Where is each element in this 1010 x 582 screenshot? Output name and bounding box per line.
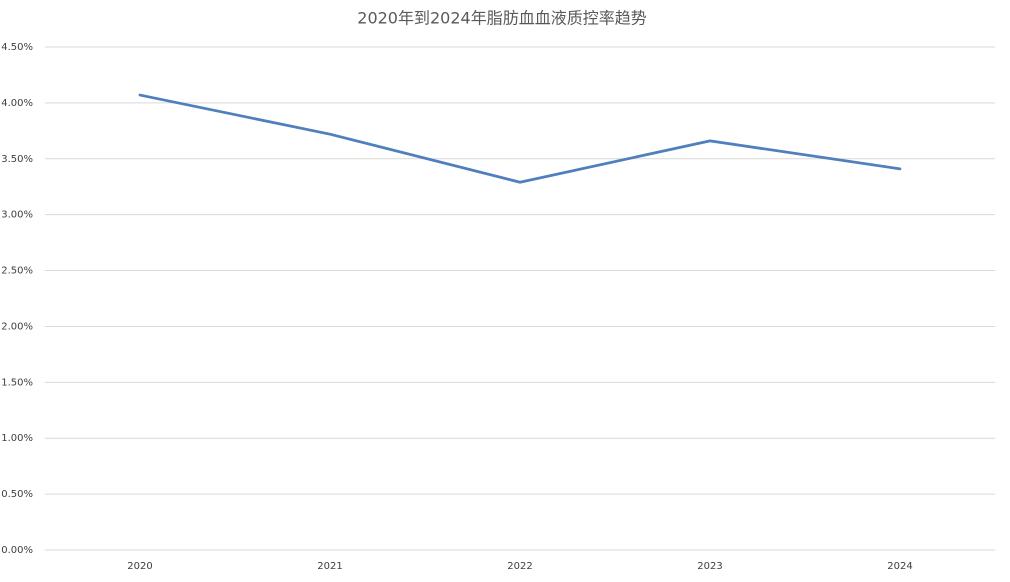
data-line <box>138 93 902 184</box>
x-tick-label: 2024 <box>887 561 912 572</box>
chart-title: 2020年到2024年脂肪血血液质控率趋势 <box>357 9 646 28</box>
x-tick-label: 2021 <box>317 561 342 572</box>
y-tick-label: 4.00% <box>1 98 33 109</box>
y-tick-label: 0.00% <box>1 545 33 556</box>
y-tick-label: 3.00% <box>1 210 33 221</box>
y-tick-label: 1.00% <box>1 433 33 444</box>
x-tick-label: 2022 <box>507 561 532 572</box>
y-tick-label: 0.50% <box>1 489 33 500</box>
x-tick-label: 2020 <box>127 561 152 572</box>
y-tick-label: 3.50% <box>1 154 33 165</box>
x-tick-label: 2023 <box>697 561 722 572</box>
y-tick-label: 2.00% <box>1 321 33 332</box>
y-tick-label: 1.50% <box>1 377 33 388</box>
y-tick-label: 2.50% <box>1 266 33 277</box>
y-tick-label: 4.50% <box>1 42 33 53</box>
